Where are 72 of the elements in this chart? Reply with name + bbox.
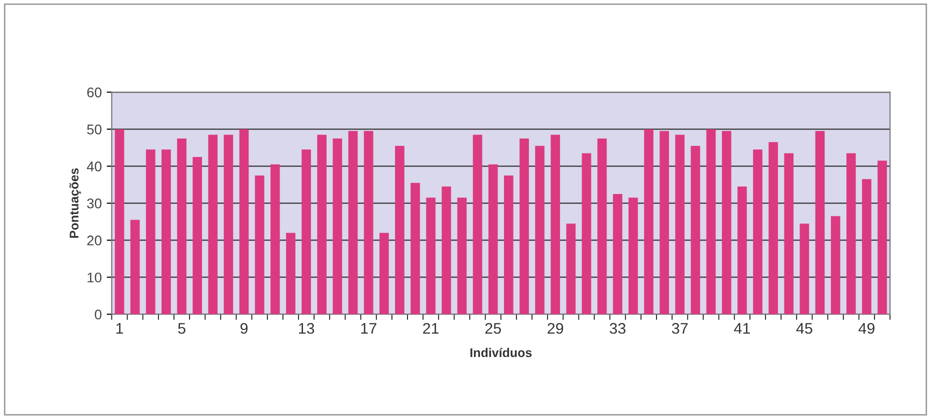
bar — [130, 220, 140, 314]
x-tick-label: 37 — [672, 322, 688, 334]
bar — [457, 198, 467, 314]
bar — [520, 138, 529, 314]
bar — [644, 129, 654, 314]
bar — [690, 146, 700, 314]
x-tick-label: 13 — [298, 322, 314, 334]
bar — [566, 224, 576, 314]
bar — [706, 129, 716, 314]
bar — [660, 131, 669, 314]
bar — [612, 194, 622, 314]
bar — [846, 153, 856, 314]
y-tick-label: 20 — [87, 236, 102, 246]
bar — [472, 134, 482, 314]
bar — [270, 164, 280, 314]
bar — [597, 138, 607, 314]
x-tick-label: 1 — [116, 323, 124, 334]
bar — [830, 216, 840, 314]
x-tick-label: 29 — [548, 322, 564, 334]
bar — [302, 150, 311, 314]
bar — [208, 134, 218, 314]
y-tick-label: 0 — [94, 310, 102, 320]
bar — [395, 146, 404, 314]
bar — [784, 153, 794, 314]
bar — [815, 131, 825, 314]
y-tick-label: 30 — [87, 198, 102, 208]
bar — [254, 175, 264, 314]
y-tick-label: 40 — [86, 162, 102, 172]
bar — [535, 146, 544, 314]
bar — [628, 198, 638, 314]
bar — [410, 182, 420, 314]
bar — [332, 138, 342, 314]
x-tick-label: 5 — [178, 323, 186, 334]
y-tick-label: 50 — [87, 124, 102, 134]
y-tick-label: 60 — [87, 88, 102, 98]
bar — [768, 142, 778, 314]
bar — [224, 134, 234, 314]
bar — [177, 138, 186, 314]
bar — [504, 175, 514, 314]
bar — [582, 153, 592, 314]
x-tick-label: 41 — [734, 323, 750, 334]
x-tick-label: 9 — [240, 322, 248, 334]
x-tick-label: 17 — [361, 323, 376, 334]
x-axis-title: Indivíduos — [470, 348, 532, 358]
bar — [317, 134, 327, 314]
x-tick-label: 45 — [796, 323, 812, 334]
x-tick-label: 21 — [423, 322, 439, 334]
bar — [348, 131, 358, 314]
bar — [800, 224, 810, 314]
bar — [722, 131, 732, 314]
bar — [286, 232, 296, 314]
bar — [146, 150, 156, 314]
bar — [379, 232, 389, 314]
bar — [364, 131, 374, 314]
x-tick-label: 25 — [485, 322, 501, 334]
bar — [162, 150, 171, 314]
bar — [488, 164, 498, 314]
bar — [239, 129, 249, 314]
bar — [675, 134, 685, 314]
bar — [753, 150, 762, 314]
y-tick-label: 10 — [88, 272, 102, 282]
y-axis-title: Pontuações — [69, 168, 81, 238]
bar — [550, 134, 560, 314]
bar — [426, 198, 436, 314]
bar — [862, 179, 872, 314]
bar — [878, 160, 887, 314]
bar — [192, 156, 202, 314]
bar — [442, 186, 452, 314]
bar — [737, 186, 747, 314]
x-tick-label: 49 — [858, 322, 874, 334]
x-tick-label: 33 — [610, 322, 626, 334]
bar — [114, 129, 124, 314]
